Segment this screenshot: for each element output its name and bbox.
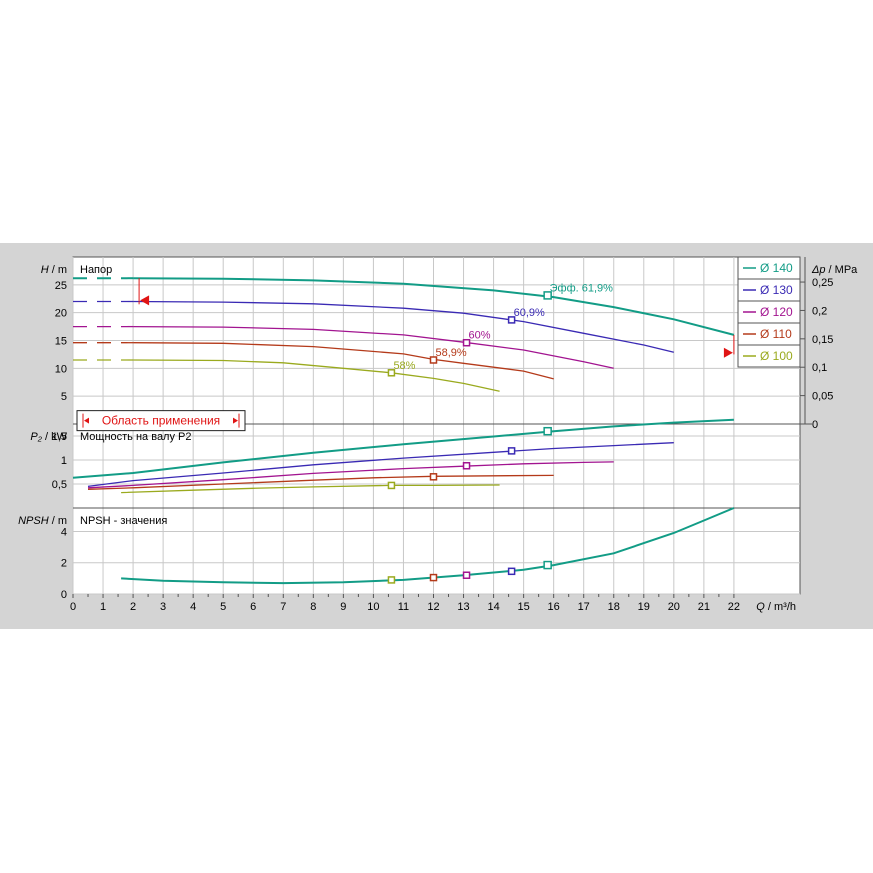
head-y-tick-label: 20: [55, 308, 67, 320]
power-curve-140: [72, 418, 734, 479]
bep-marker-120: [462, 462, 471, 470]
min-flow-arrow: [140, 295, 150, 306]
head-curve-140: [133, 277, 735, 336]
head-y-tick-label: 25: [55, 280, 67, 292]
x-axis-label: Q / m³/h: [756, 601, 796, 613]
right-tick-label: 0,15: [812, 334, 833, 346]
power-curve-100: [121, 484, 500, 494]
x-tick-label: 1: [100, 601, 106, 613]
application-range-box: [76, 410, 246, 432]
x-tick-label: 2: [130, 601, 136, 613]
x-tick-label: 8: [310, 601, 316, 613]
x-tick-label: 7: [280, 601, 286, 613]
bep-marker-110: [429, 356, 438, 364]
power-curve-130: [87, 442, 674, 488]
x-tick-label: 16: [548, 601, 560, 613]
bep-label-120: 60%: [469, 330, 491, 342]
x-tick-label: 19: [638, 601, 650, 613]
bep-marker-130: [507, 567, 516, 576]
bep-label-100: 58%: [393, 360, 415, 372]
x-tick-label: 22: [728, 601, 740, 613]
legend-entry: Ø 120: [760, 305, 793, 319]
npsh-y-tick-label: 4: [61, 526, 67, 538]
x-tick-label: 10: [367, 601, 379, 613]
bep-marker-140: [543, 291, 552, 300]
head-y-tick-label: 15: [55, 336, 67, 348]
legend-entry: Ø 110: [760, 327, 792, 341]
x-tick-label: 6: [250, 601, 256, 613]
power-curve-120: [87, 461, 614, 489]
bep-marker-120: [462, 338, 471, 347]
bep-marker-140: [543, 426, 552, 436]
bep-marker-110: [429, 573, 438, 582]
head-y-axis-label: H / m: [41, 264, 67, 276]
head-curve-120: [133, 325, 614, 369]
x-tick-label: 9: [340, 601, 346, 613]
max-flow-arrow: [723, 347, 733, 358]
pump-performance-chart: 0 1 2 3 4 5 6 7 8 9 10 11 12 13 14 15 16 17 18 19 20 21 22 Q / …: [0, 243, 873, 629]
x-tick-label: 11: [398, 601, 409, 613]
chart-svg: 0 1 2 3 4 5 6 7 8 9 10 11 12 13 14 15 16 17 18 19 20 21 22 Q / …: [18, 256, 858, 613]
power-panel-title: Мощность на валу P2: [80, 431, 192, 443]
bep-marker-130: [507, 447, 516, 455]
head-curve-110: [133, 342, 554, 380]
x-tick-label: 20: [668, 601, 680, 613]
head-curve-130: [133, 300, 674, 353]
right-tick-label: 0: [812, 419, 818, 431]
right-tick-label: 0,25: [812, 277, 833, 289]
head-y-tick-label: 10: [55, 363, 67, 375]
right-tick-label: 0,05: [812, 391, 833, 403]
bep-marker-110: [429, 473, 438, 481]
power-y-tick-label: 1: [61, 455, 67, 467]
x-tick-label: 18: [608, 601, 620, 613]
bep-marker-130: [507, 316, 516, 324]
x-tick-label: 15: [517, 601, 529, 613]
head-curve-100: [133, 359, 500, 392]
head-panel-title: Напор: [80, 264, 112, 276]
npsh-y-tick-label: 2: [61, 558, 67, 570]
npsh-panel-title: NPSH - значения: [80, 515, 167, 527]
right-tick-label: 0,1: [812, 362, 827, 374]
npsh-y-axis-label: NPSH / m: [18, 515, 67, 527]
bep-marker-120: [462, 571, 471, 579]
bep-marker-100: [387, 481, 396, 490]
x-tick-label: 17: [578, 601, 590, 613]
legend-entry: Ø 130: [760, 283, 793, 297]
npsh-y-tick-label: 0: [61, 589, 67, 601]
power-y-tick-label: 1,5: [52, 431, 67, 443]
power-y-tick-label: 0,5: [52, 479, 67, 491]
bep-marker-100: [387, 576, 396, 584]
power-curve-110: [87, 474, 554, 490]
legend-entry: Ø 100: [760, 349, 793, 363]
bep-label-130: 60,9%: [514, 307, 545, 319]
right-axis-label: Δp / MPa: [811, 264, 858, 276]
x-tick-label: 14: [487, 601, 499, 613]
x-tick-label: 5: [220, 601, 226, 613]
x-tick-label: 13: [457, 601, 469, 613]
x-tick-label: 3: [160, 601, 166, 613]
bep-label-110: 58,9%: [435, 347, 466, 359]
x-tick-label: 21: [698, 601, 710, 613]
bep-label-140: Эфф. 61,9%: [550, 282, 614, 294]
x-tick-label: 12: [427, 601, 439, 613]
x-tick-label: 4: [190, 601, 196, 613]
x-tick-label: 0: [70, 601, 76, 613]
head-y-tick-label: 5: [61, 391, 67, 403]
right-tick-label: 0,2: [812, 305, 827, 317]
bep-marker-140: [543, 560, 552, 570]
range-left-arrow: [84, 417, 89, 424]
application-range-label: Область применения: [102, 414, 220, 428]
power-y-axis-label: P₂ / kW: [30, 431, 67, 443]
bep-marker-100: [387, 369, 396, 377]
legend-entry: Ø 140: [760, 261, 793, 275]
range-right-arrow: [233, 417, 238, 424]
